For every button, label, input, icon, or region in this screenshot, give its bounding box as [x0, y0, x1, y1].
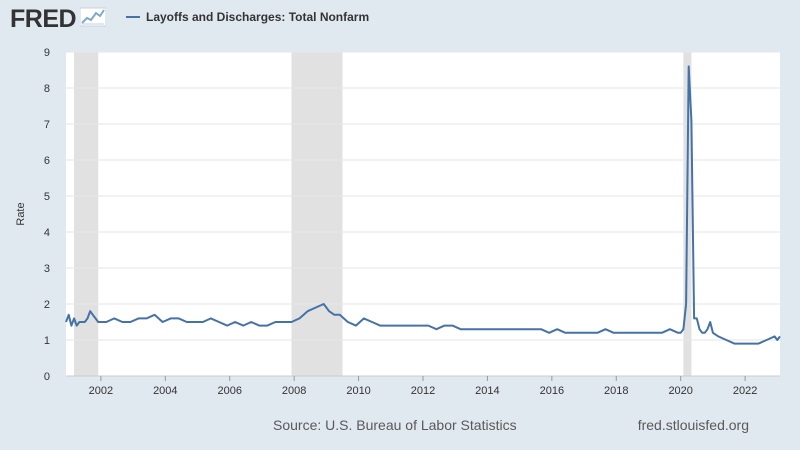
plot-area: [66, 52, 780, 376]
x-tick-label: 2022: [733, 385, 757, 397]
x-tick-label: 2020: [668, 385, 692, 397]
y-tick-label: 2: [44, 299, 50, 311]
y-tick-label: 1: [44, 335, 50, 347]
x-tick-label: 2016: [540, 385, 564, 397]
x-tick-label: 2010: [346, 385, 370, 397]
y-tick-label: 5: [44, 191, 50, 203]
x-tick-label: 2018: [604, 385, 628, 397]
recession-band: [74, 52, 99, 376]
y-tick-label: 0: [44, 371, 50, 383]
y-tick-label: 8: [44, 83, 50, 95]
legend-swatch: [126, 16, 140, 18]
recession-band: [291, 52, 343, 376]
y-axis-label: Rate: [15, 202, 27, 225]
y-tick-label: 6: [44, 155, 50, 167]
y-tick-label: 9: [44, 47, 50, 59]
y-tick-label: 4: [44, 227, 50, 239]
y-tick-label: 7: [44, 119, 50, 131]
fred-logo[interactable]: FRED: [10, 4, 77, 33]
legend-label: Layoffs and Discharges: Total Nonfarm: [146, 10, 370, 24]
x-tick-label: 2014: [475, 385, 499, 397]
x-tick-label: 2012: [411, 385, 435, 397]
chart-legend: Layoffs and Discharges: Total Nonfarm: [126, 10, 369, 24]
y-tick-label: 3: [44, 263, 50, 275]
x-tick-label: 2008: [282, 385, 306, 397]
fred-url-link[interactable]: fred.stlouisfed.org: [637, 417, 749, 433]
source-note: Source: U.S. Bureau of Labor Statistics: [273, 417, 517, 433]
x-tick-label: 2004: [153, 385, 177, 397]
x-tick-label: 2006: [217, 385, 241, 397]
series-line: [65, 65, 781, 345]
x-tick-label: 2002: [89, 385, 113, 397]
